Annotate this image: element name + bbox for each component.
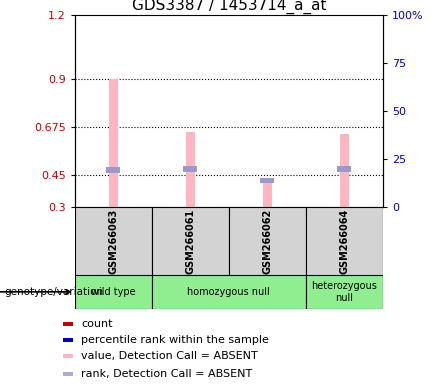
Bar [109,79,118,207]
Text: wild type: wild type [91,287,136,297]
Bar [260,178,274,184]
Text: GSM266061: GSM266061 [185,209,195,273]
Text: homozygous null: homozygous null [187,287,270,297]
Text: GSM266062: GSM266062 [262,209,272,273]
Text: GSM266064: GSM266064 [339,209,349,273]
Bar [186,132,195,207]
Bar [263,182,272,207]
Bar [183,166,197,172]
Bar [63,372,73,376]
Text: count: count [81,319,113,329]
Bar [306,207,383,275]
Text: heterozygous
null: heterozygous null [312,281,377,303]
Bar [306,275,383,309]
Bar [152,275,306,309]
Title: GDS3387 / 1453714_a_at: GDS3387 / 1453714_a_at [132,0,326,14]
Text: rank, Detection Call = ABSENT: rank, Detection Call = ABSENT [81,369,252,379]
Bar [337,166,351,172]
Bar [75,275,152,309]
Text: genotype/variation: genotype/variation [4,287,103,297]
Bar [106,167,120,173]
Bar [63,338,73,342]
Bar [229,207,306,275]
Bar [152,207,229,275]
Text: GSM266063: GSM266063 [108,209,118,273]
Text: value, Detection Call = ABSENT: value, Detection Call = ABSENT [81,351,258,361]
Text: percentile rank within the sample: percentile rank within the sample [81,335,269,345]
Bar [63,354,73,358]
Bar [75,207,152,275]
Bar [63,322,73,326]
Bar [340,134,349,207]
